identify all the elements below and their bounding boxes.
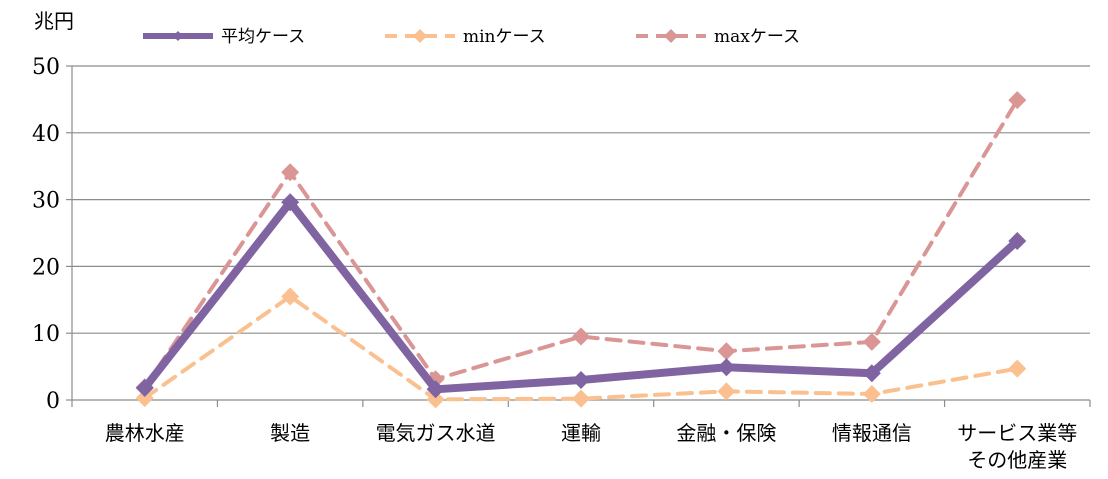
x-tick-label: サービス業等	[957, 421, 1077, 445]
legend: 平均ケース minケース maxケース	[143, 27, 800, 47]
data-point	[281, 287, 300, 306]
legend-label: 平均ケース	[221, 27, 305, 47]
x-tick-label: 運輸	[561, 421, 601, 445]
data-point	[572, 327, 590, 346]
data-point	[426, 380, 445, 399]
data-point	[717, 382, 736, 401]
y-axis-unit-label: 兆円	[34, 9, 74, 33]
y-axis-ticks: 0 10 20 30 40 50	[32, 55, 60, 414]
legend-label: minケース	[463, 27, 546, 47]
data-point	[1008, 91, 1027, 110]
y-tick-label: 10	[32, 322, 60, 347]
series-1	[135, 287, 1027, 409]
x-tick-label: 電気ガス水道	[376, 421, 496, 445]
data-point	[1008, 232, 1027, 251]
gridlines	[72, 65, 1090, 334]
legend-item: minケース	[385, 27, 546, 47]
x-tick-label: 製造	[270, 421, 310, 445]
y-tick-label: 30	[32, 189, 60, 214]
data-point	[135, 388, 154, 407]
series-group	[135, 91, 1027, 409]
data-point	[862, 384, 881, 403]
data-point	[1008, 359, 1027, 378]
legend-swatch-marker	[413, 29, 427, 43]
x-tick-label: その他産業	[967, 448, 1067, 472]
data-point	[426, 390, 445, 409]
data-point	[281, 193, 300, 212]
x-tick-label: 情報通信	[832, 421, 912, 445]
x-tick-label: 金融・保険	[676, 421, 776, 445]
series-0	[135, 193, 1027, 399]
legend-swatch-marker	[173, 31, 183, 41]
series-line	[140, 198, 1022, 394]
data-point	[717, 358, 736, 377]
data-point	[862, 332, 881, 351]
x-tick-label: 農林水産	[105, 421, 185, 445]
data-point	[135, 378, 154, 397]
data-point	[572, 389, 590, 408]
data-point	[717, 342, 736, 361]
data-point	[281, 163, 300, 182]
legend-item: 平均ケース	[143, 27, 305, 47]
y-tick-label: 40	[32, 122, 60, 147]
y-tick-label: 20	[32, 255, 60, 280]
data-point	[862, 364, 881, 383]
data-point	[572, 370, 590, 389]
legend-label: maxケース	[714, 27, 800, 47]
legend-swatch-marker	[664, 29, 678, 43]
legend-item: maxケース	[636, 27, 800, 47]
y-tick-label: 50	[32, 55, 60, 80]
y-tick-label: 0	[46, 389, 60, 414]
